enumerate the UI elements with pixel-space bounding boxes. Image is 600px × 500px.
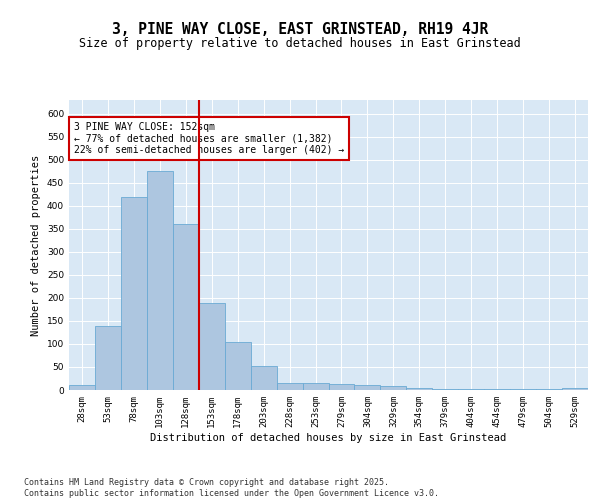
Text: Size of property relative to detached houses in East Grinstead: Size of property relative to detached ho…	[79, 38, 521, 51]
Bar	[406, 388, 432, 390]
Bar	[225, 342, 251, 390]
Bar	[121, 196, 147, 390]
Bar	[458, 389, 484, 390]
Y-axis label: Number of detached properties: Number of detached properties	[31, 154, 41, 336]
Text: 3 PINE WAY CLOSE: 152sqm
← 77% of detached houses are smaller (1,382)
22% of sem: 3 PINE WAY CLOSE: 152sqm ← 77% of detach…	[74, 122, 344, 155]
X-axis label: Distribution of detached houses by size in East Grinstead: Distribution of detached houses by size …	[151, 432, 506, 442]
Bar	[562, 388, 588, 390]
Bar	[277, 382, 302, 390]
Bar	[251, 366, 277, 390]
Bar	[536, 389, 562, 390]
Bar	[173, 224, 199, 390]
Bar	[329, 384, 355, 390]
Bar	[433, 389, 458, 390]
Bar	[69, 386, 95, 390]
Bar	[380, 386, 406, 390]
Text: Contains HM Land Registry data © Crown copyright and database right 2025.
Contai: Contains HM Land Registry data © Crown c…	[24, 478, 439, 498]
Bar	[302, 383, 329, 390]
Bar	[199, 302, 224, 390]
Bar	[484, 389, 510, 390]
Bar	[95, 326, 121, 390]
Bar	[147, 172, 173, 390]
Bar	[355, 386, 380, 390]
Bar	[510, 389, 536, 390]
Text: 3, PINE WAY CLOSE, EAST GRINSTEAD, RH19 4JR: 3, PINE WAY CLOSE, EAST GRINSTEAD, RH19 …	[112, 22, 488, 38]
